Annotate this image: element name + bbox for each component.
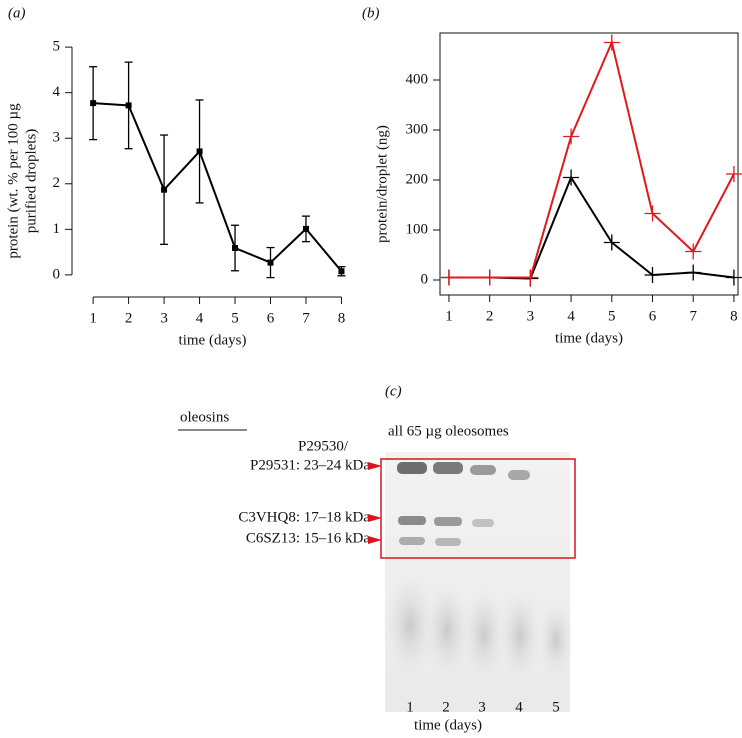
y-tick-label: 200 [406, 171, 429, 187]
x-axis-label: time (days) [179, 332, 247, 348]
y-axis-label: purified droplets) [23, 129, 39, 234]
x-tick-label: 6 [649, 308, 657, 324]
series-line [448, 175, 735, 280]
marker [725, 269, 742, 286]
gel-heading: oleosins [180, 409, 229, 425]
x-tick-label: 1 [445, 308, 453, 324]
marker [522, 269, 539, 286]
y-tick-label: 2 [53, 175, 61, 191]
marker [644, 267, 661, 283]
band-label: P29530/ [298, 438, 349, 454]
plot-frame [439, 32, 739, 296]
x-axis-label: time (days) [414, 717, 482, 733]
marker [644, 205, 661, 222]
marker [161, 186, 168, 193]
marker [440, 269, 457, 286]
x-tick-label: 6 [267, 310, 275, 326]
y-tick-label: 1 [53, 221, 61, 237]
x-tick-label: 7 [689, 308, 697, 324]
marker [338, 268, 345, 275]
x-tick-label: 4 [567, 308, 575, 324]
x-tick-label: 2 [486, 308, 494, 324]
marker [267, 259, 274, 266]
x-tick-label: 3 [160, 310, 168, 326]
lane-label: 5 [552, 699, 560, 715]
marker [90, 100, 97, 107]
marker [196, 148, 203, 155]
marker [563, 169, 580, 186]
gel-smears [384, 570, 574, 683]
band-label: C6SZ13: 15–16 kDa [246, 530, 371, 546]
lane-label: 2 [442, 699, 450, 715]
lane-label: 1 [406, 699, 414, 715]
y-tick-label: 100 [406, 221, 429, 237]
marker [302, 225, 309, 232]
gel-caption: all 65 µg oleosomes [388, 423, 509, 439]
band-label: C3VHQ8: 17–18 kDa [238, 509, 370, 525]
y-tick-label: 5 [53, 39, 61, 55]
y-tick-label: 0 [53, 266, 61, 282]
x-axis-label: time (days) [555, 330, 623, 346]
marker [603, 234, 620, 251]
marker [603, 34, 620, 51]
y-tick-label: 300 [406, 121, 429, 137]
x-tick-label: 8 [730, 308, 738, 324]
gel-panel: (c) oleosins P29530/ P29531: 23–24 kDa C… [178, 383, 576, 733]
y-tick-label: 400 [406, 71, 429, 87]
marker [725, 166, 742, 182]
x-tick-label: 2 [125, 310, 133, 326]
x-tick-label: 1 [89, 310, 97, 326]
y-tick-label: 3 [53, 130, 61, 146]
marker [481, 269, 498, 286]
series-line [93, 102, 343, 272]
marker [232, 245, 239, 252]
x-tick-label: 3 [527, 308, 535, 324]
panel-label: (c) [385, 383, 402, 399]
gel-bands [397, 462, 530, 546]
marker [685, 264, 702, 281]
marker [563, 128, 580, 145]
x-tick-label: 4 [196, 310, 204, 326]
panel-label: (a) [8, 5, 26, 21]
x-tick-label: 5 [608, 308, 616, 324]
panel-label: (b) [362, 5, 380, 21]
y-axis-label: protein (wt. % per 100 µg [5, 103, 21, 259]
marker [125, 102, 132, 109]
series-line [448, 39, 735, 279]
y-tick-label: 4 [53, 84, 61, 100]
x-tick-label: 5 [231, 310, 239, 326]
x-tick-label: 8 [338, 310, 346, 326]
lane-label: 3 [478, 699, 486, 715]
y-axis-label: protein/droplet (ng) [374, 125, 390, 243]
arrows [368, 462, 382, 544]
band-label: P29531: 23–24 kDa [250, 457, 370, 473]
y-tick-label: 0 [421, 271, 429, 287]
highlight-box [380, 458, 576, 559]
marker [685, 243, 702, 260]
lane-label: 4 [515, 699, 523, 715]
x-tick-label: 7 [302, 310, 310, 326]
